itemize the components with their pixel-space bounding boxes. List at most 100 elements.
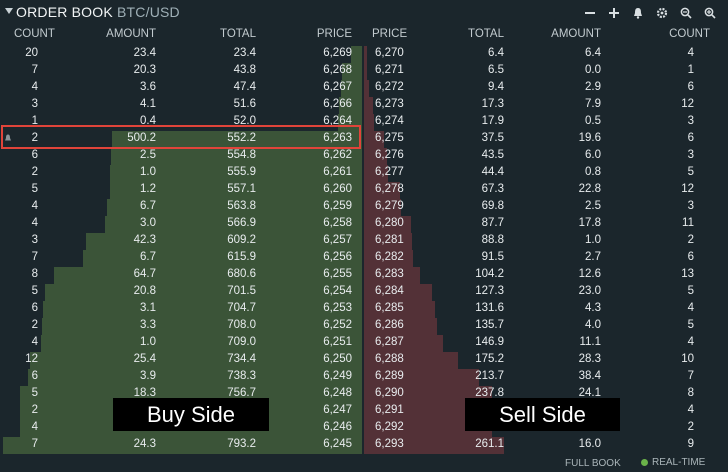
zoom-in-icon[interactable] (698, 4, 722, 22)
ask-total-cell: 43.5 (481, 149, 504, 161)
ask-total-cell: 17.9 (481, 115, 504, 127)
table-row[interactable]: 5 1.2 557.1 6,260 6,278 67.3 22.8 12 (0, 182, 728, 199)
ask-price-cell: 6,277 (375, 166, 404, 178)
table-row[interactable]: 7 6.7 615.9 6,256 6,282 91.5 2.7 6 (0, 250, 728, 267)
ask-amount-cell: 1.0 (585, 234, 601, 246)
bid-total-cell: 680.6 (227, 268, 256, 280)
buy-depth-bar (83, 250, 362, 267)
ask-price-cell: 6,279 (375, 200, 404, 212)
bid-amount-cell: 0.4 (140, 115, 156, 127)
ask-price-cell: 6,275 (375, 132, 404, 144)
table-row[interactable]: 3 4.1 51.6 6,266 6,273 17.3 7.9 12 (0, 97, 728, 114)
bid-price-cell: 6,251 (323, 336, 352, 348)
sell-depth-bar (364, 80, 370, 97)
bell-icon (5, 134, 11, 141)
bid-price-cell: 6,257 (323, 234, 352, 246)
ask-price-cell: 6,288 (375, 353, 404, 365)
table-row[interactable]: 6 3.1 704.7 6,253 6,285 131.6 4.3 4 (0, 301, 728, 318)
collapse-chevron-icon[interactable] (5, 8, 13, 14)
table-row[interactable]: 4 1.0 709.0 6,251 6,287 146.9 11.1 4 (0, 335, 728, 352)
ask-count-cell: 1 (687, 64, 694, 76)
bid-price-cell: 6,266 (323, 98, 352, 110)
bid-price-cell: 6,263 (323, 132, 352, 144)
ask-amount-cell: 7.9 (585, 98, 601, 110)
table-row[interactable]: 12 25.4 734.4 6,250 6,288 175.2 28.3 10 (0, 352, 728, 369)
sell-depth-bar (364, 386, 492, 403)
sell-depth-bar (364, 97, 374, 114)
ask-amount-cell: 6.0 (585, 149, 601, 161)
bid-total-cell: 555.9 (227, 166, 256, 178)
sell-depth-bar (364, 369, 479, 386)
bid-amount-cell: 20.8 (133, 285, 156, 297)
ask-price-cell: 6,270 (375, 47, 404, 59)
title-bar: ORDER BOOK BTC/USD (0, 0, 728, 26)
bid-amount-cell: 500.2 (127, 132, 156, 144)
ask-price-cell: 6,272 (375, 81, 404, 93)
bid-count-cell: 3 (31, 98, 38, 110)
ask-total-cell: 44.4 (481, 166, 504, 178)
ask-price-cell: 6,283 (375, 268, 404, 280)
bid-price-cell: 6,267 (323, 81, 352, 93)
ask-total-cell: 91.5 (481, 251, 504, 263)
bid-amount-cell: 3.1 (140, 302, 156, 314)
zoom-out-icon[interactable] (674, 4, 698, 22)
table-row[interactable]: 2 500.2 552.2 6,263 6,275 37.5 19.6 6 (0, 131, 728, 148)
table-row[interactable]: 3 42.3 609.2 6,257 6,281 88.8 1.0 2 (0, 233, 728, 250)
bid-count-cell: 8 (31, 268, 38, 280)
table-row[interactable]: 2 1.0 555.9 6,261 6,277 44.4 0.8 5 (0, 165, 728, 182)
table-row[interactable]: 4 3.6 47.4 6,267 6,272 9.4 2.9 6 (0, 80, 728, 97)
bid-price-cell: 6,252 (323, 319, 352, 331)
sell-depth-bar (364, 420, 492, 437)
ask-count-cell: 10 (681, 353, 694, 365)
table-row[interactable]: 4 6.7 563.8 6,259 6,279 69.8 2.5 3 (0, 199, 728, 216)
bid-price-cell: 6,245 (323, 438, 352, 450)
header-ask-total: TOTAL (468, 28, 504, 40)
table-row[interactable]: 6 2.5 554.8 6,262 6,276 43.5 6.0 3 (0, 148, 728, 165)
bid-count-cell: 12 (25, 353, 38, 365)
table-row[interactable]: 6 3.9 738.3 6,249 6,289 213.7 38.4 7 (0, 369, 728, 386)
ask-amount-cell: 24.1 (578, 387, 601, 399)
table-row[interactable]: 4 3.0 566.9 6,258 6,280 87.7 17.8 11 (0, 216, 728, 233)
full-book-link[interactable]: FULL BOOK (565, 458, 621, 469)
bid-count-cell: 6 (31, 370, 38, 382)
buy-depth-bar (351, 46, 362, 63)
buy-depth-bar (110, 148, 362, 165)
buy-depth-bar (106, 199, 362, 216)
ask-count-cell: 8 (687, 387, 694, 399)
bid-count-cell: 7 (31, 438, 38, 450)
sell-depth-bar (364, 63, 368, 80)
ask-count-cell: 9 (687, 438, 694, 450)
gear-icon[interactable] (650, 4, 674, 22)
table-row[interactable]: 5 20.8 701.5 6,254 6,284 127.3 23.0 5 (0, 284, 728, 301)
bid-amount-cell: 25.4 (133, 353, 156, 365)
sell-depth-bar (364, 233, 412, 250)
title-main: ORDER BOOK (16, 4, 113, 20)
ask-count-cell: 11 (682, 217, 694, 229)
bid-count-cell: 1 (31, 115, 38, 127)
bid-amount-cell: 42.3 (133, 234, 156, 246)
minus-icon[interactable] (578, 4, 602, 22)
table-row[interactable]: 7 24.3 793.2 6,245 6,293 261.1 16.0 9 (0, 437, 728, 454)
bell-icon[interactable] (626, 4, 650, 22)
plus-icon[interactable] (602, 4, 626, 22)
ask-amount-cell: 16.0 (578, 438, 601, 450)
ask-total-cell: 9.4 (488, 81, 504, 93)
realtime-indicator[interactable]: REAL-TIME (641, 457, 705, 468)
bid-count-cell: 2 (31, 132, 38, 144)
sell-depth-bar (364, 216, 412, 233)
table-row[interactable]: 7 20.3 43.8 6,268 6,271 6.5 0.0 1 (0, 63, 728, 80)
ask-total-cell: 69.8 (481, 200, 504, 212)
ask-count-cell: 5 (687, 166, 694, 178)
ask-total-cell: 17.3 (481, 98, 504, 110)
ask-count-cell: 7 (687, 370, 694, 382)
ask-amount-cell: 4.0 (585, 319, 601, 331)
bid-amount-cell: 1.2 (140, 183, 156, 195)
bid-amount-cell: 3.0 (140, 217, 156, 229)
table-row[interactable]: 8 64.7 680.6 6,255 6,283 104.2 12.6 13 (0, 267, 728, 284)
buy-depth-bar (41, 335, 362, 352)
ask-amount-cell: 0.0 (585, 64, 601, 76)
table-row[interactable]: 20 23.4 23.4 6,269 6,270 6.4 6.4 4 (0, 46, 728, 63)
table-row[interactable]: 5 18.3 756.7 6,248 6,290 237.8 24.1 8 (0, 386, 728, 403)
table-row[interactable]: 2 3.3 708.0 6,252 6,286 135.7 4.0 5 (0, 318, 728, 335)
buy-depth-bar (41, 318, 362, 335)
